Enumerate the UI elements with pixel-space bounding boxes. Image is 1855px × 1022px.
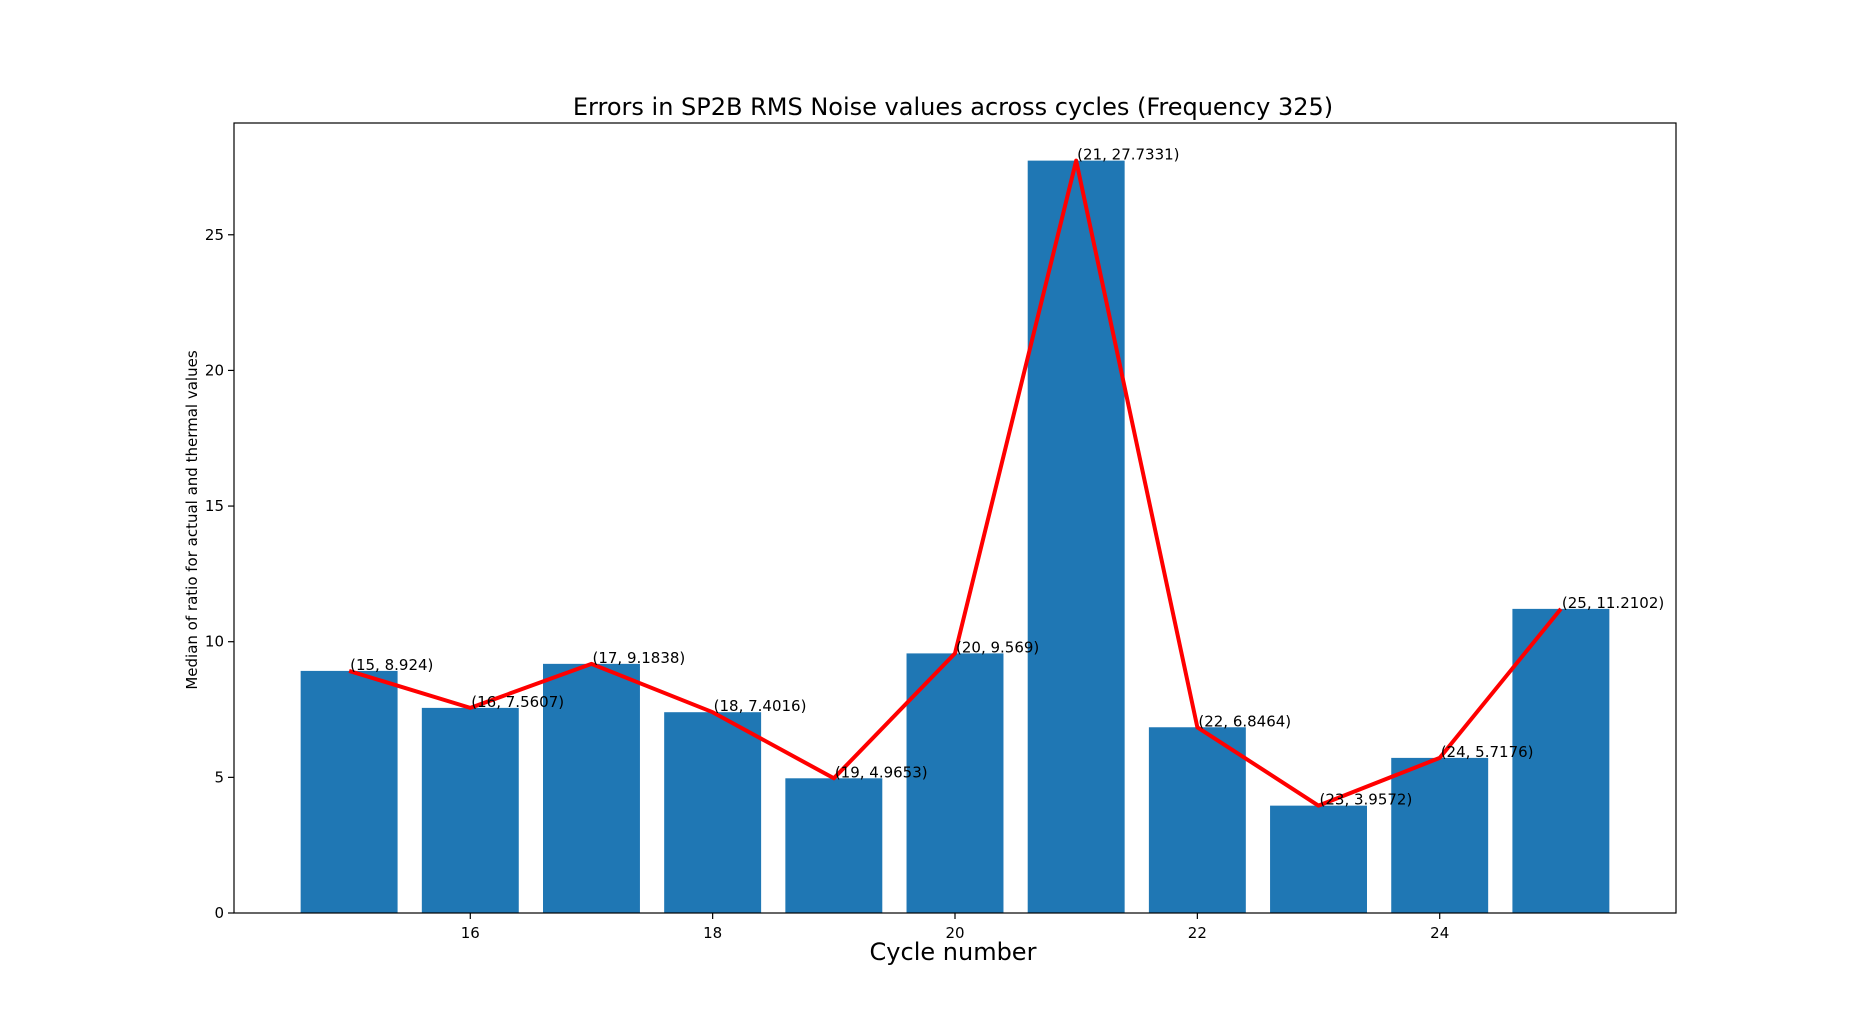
x-axis-ticks: 16 18 20 22 24 [461, 913, 1449, 942]
y-tick-label-5: 5 [214, 768, 224, 786]
bars-group [300, 160, 1610, 914]
data-label-17: (17, 9.1838) [592, 649, 685, 667]
bar-15 [300, 670, 398, 913]
bar-17 [543, 663, 640, 913]
chart-title: Errors in SP2B RMS Noise values across c… [573, 93, 1333, 121]
bar-23 [1270, 805, 1367, 913]
bar-22 [1148, 727, 1246, 913]
y-axis-ticks: 0 5 10 15 20 25 [205, 226, 234, 922]
data-label-25: (25, 11.2102) [1562, 594, 1664, 612]
y-tick-label-20: 20 [205, 361, 224, 379]
bar-25 [1512, 608, 1610, 913]
x-tick-label-18: 18 [703, 924, 722, 942]
data-label-24: (24, 5.7176) [1441, 743, 1534, 761]
data-label-22: (22, 6.8464) [1198, 712, 1291, 730]
bar-20 [906, 653, 1004, 913]
y-axis-label: Median of ratio for actual and thermal v… [183, 350, 201, 689]
data-label-15: (15, 8.924) [350, 656, 433, 674]
y-tick-label-0: 0 [214, 904, 224, 922]
y-tick-label-25: 25 [205, 226, 224, 244]
x-tick-label-22: 22 [1188, 924, 1207, 942]
y-tick-label-10: 10 [205, 633, 224, 651]
bar-19 [785, 778, 883, 913]
line-group [348, 158, 1563, 808]
series-line [348, 158, 1563, 808]
bar-16 [421, 707, 519, 913]
x-tick-label-24: 24 [1430, 924, 1449, 942]
data-label-21: (21, 27.7331) [1077, 146, 1179, 164]
y-tick-label-15: 15 [205, 497, 224, 515]
x-tick-label-16: 16 [461, 924, 480, 942]
bar-21 [1027, 160, 1125, 914]
bar-18 [664, 712, 762, 913]
data-label-16: (16, 7.5607) [471, 693, 564, 711]
x-axis-label: Cycle number [870, 938, 1037, 966]
bar-24 [1391, 757, 1489, 913]
data-label-23: (23, 3.9572) [1320, 791, 1413, 809]
x-tick-label-20: 20 [945, 924, 964, 942]
data-label-20: (20, 9.569) [956, 638, 1039, 656]
data-label-18: (18, 7.4016) [714, 697, 807, 715]
data-label-19: (19, 4.9653) [835, 763, 928, 781]
data-labels-group: (15, 8.924) (16, 7.5607) (17, 9.1838) (18, … [350, 146, 1664, 809]
